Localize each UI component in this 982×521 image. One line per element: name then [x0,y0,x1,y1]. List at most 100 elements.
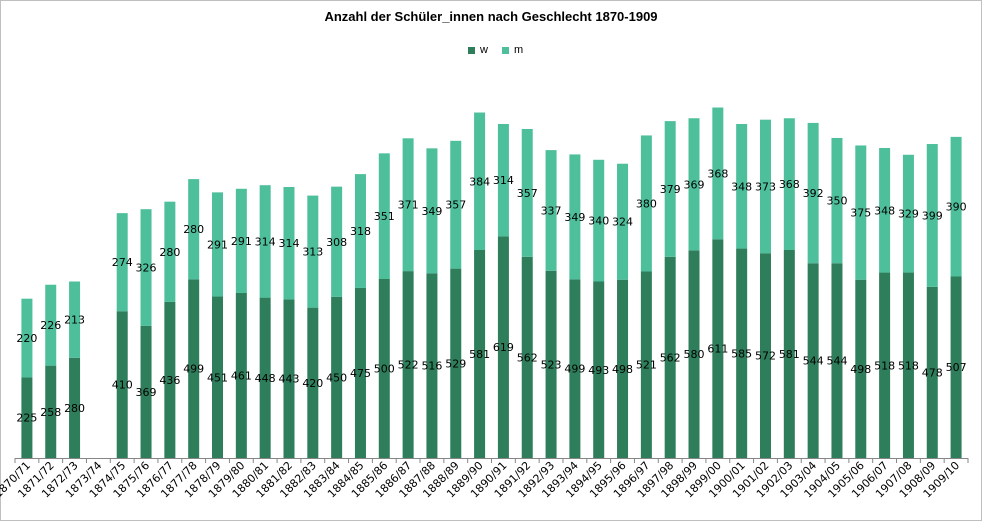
data-label-m-1906/07: 348 [874,204,895,217]
bar-m-1902/03 [783,118,795,251]
bar-m-1894/95 [593,159,605,282]
bar-w-1907/08 [902,272,914,458]
bar-m-1870/71 [21,298,33,378]
chart-title: Anzahl der Schüler_innen nach Geschlecht… [324,9,658,24]
legend-item-w: w [468,44,488,56]
data-label-w-1898/99: 580 [684,348,705,361]
bar-w-1900/01 [736,248,748,458]
bar-w-1882/83 [307,307,319,458]
bar-m-1885/86 [378,153,390,279]
bar-m-1895/96 [617,163,629,280]
data-label-m-1901/02: 373 [755,180,776,193]
data-label-m-1887/88: 349 [421,205,442,218]
data-label-w-1899/00: 611 [707,343,728,356]
bar-w-1893/94 [569,279,581,458]
bar-w-1878/79 [212,296,224,458]
data-label-w-1902/03: 581 [779,348,800,361]
bar-w-1885/86 [378,279,390,458]
data-label-m-1894/95: 340 [588,215,609,228]
bar-w-1903/04 [807,263,819,458]
data-label-m-1885/86: 351 [374,210,395,223]
data-label-m-1882/83: 313 [302,246,323,259]
data-label-m-1890/91: 314 [493,174,514,187]
bar-w-1871/72 [45,365,57,458]
bar-m-1909/10 [950,136,962,277]
legend-swatch-w [468,46,475,54]
bar-w-1887/88 [426,273,438,458]
bar-w-1906/07 [879,272,891,458]
data-label-w-1874/75: 410 [112,379,133,392]
data-label-m-1880/81: 314 [255,235,276,248]
bar-m-1906/07 [879,147,891,273]
data-label-m-1905/06: 375 [850,207,871,220]
data-label-m-1907/08: 329 [898,208,919,221]
data-label-w-1877/78: 499 [183,363,204,376]
bar-m-1877/78 [188,179,200,280]
bar-m-1908/09 [926,144,938,287]
data-label-m-1875/76: 326 [136,262,157,275]
data-label-m-1899/00: 368 [707,167,728,180]
bar-m-1883/84 [331,186,343,297]
bar-w-1872/73 [69,357,81,458]
data-label-w-1901/02: 572 [755,350,776,363]
data-label-w-1895/96: 498 [612,363,633,376]
data-label-m-1897/98: 379 [660,183,681,196]
data-label-w-1885/86: 500 [374,363,395,376]
bar-m-1880/81 [259,185,271,298]
data-label-w-1889/90: 581 [469,348,490,361]
bar-m-1891/92 [521,128,533,257]
bar-m-1903/04 [807,122,819,264]
legend-item-m: m [501,44,524,56]
data-label-m-1883/84: 308 [326,236,347,249]
legend-label-w: w [480,44,488,56]
bar-w-1892/93 [545,270,557,458]
data-label-w-1886/87: 522 [398,359,419,372]
data-label-w-1881/82: 443 [278,373,299,386]
bar-m-1889/90 [474,112,486,251]
data-label-m-1871/72: 226 [40,319,61,332]
bar-w-1899/00 [712,239,724,458]
data-label-m-1872/73: 213 [64,314,85,327]
data-label-m-1909/10: 390 [946,201,967,214]
bar-w-1883/84 [331,296,343,458]
bar-w-1901/02 [759,253,771,458]
data-label-m-1874/75: 274 [112,256,133,269]
bar-w-1877/78 [188,279,200,458]
bar-m-1888/89 [450,140,462,269]
bar-w-1896/97 [640,271,652,458]
bar-m-1907/08 [902,154,914,273]
bar-w-1880/81 [259,297,271,458]
bar-m-1876/77 [164,201,176,302]
data-label-m-1891/92: 357 [517,187,538,200]
bar-m-1871/72 [45,284,57,366]
bar-m-1890/91 [497,123,509,237]
data-label-w-1893/94: 499 [564,363,585,376]
data-label-w-1909/10: 507 [946,361,967,374]
bar-m-1887/88 [426,148,438,274]
legend-swatch-m [501,46,509,54]
bar-w-1905/06 [855,279,867,458]
bar-m-1898/99 [688,118,700,251]
data-label-w-1897/98: 562 [660,351,681,364]
bar-m-1884/85 [354,174,366,288]
legend-label-m: m [513,44,524,56]
data-label-w-1882/83: 420 [302,377,323,390]
bar-m-1886/87 [402,138,414,272]
bar-w-1897/98 [664,256,676,458]
bar-w-1881/82 [283,299,295,458]
data-label-w-1896/97: 521 [636,359,657,372]
data-label-w-1887/88: 516 [421,360,442,373]
data-label-w-1884/85: 475 [350,367,371,380]
bar-m-1882/83 [307,195,319,308]
data-label-m-1886/87: 371 [398,199,419,212]
bar-w-1874/75 [116,311,128,458]
data-label-w-1908/09: 478 [922,366,943,379]
data-label-m-1892/93: 337 [541,204,562,217]
data-label-w-1894/95: 493 [588,364,609,377]
data-label-m-1881/82: 314 [278,237,299,250]
bar-m-1872/73 [69,281,81,358]
data-label-m-1877/78: 280 [183,223,204,236]
bar-w-1904/05 [831,263,843,458]
bar-m-1897/98 [664,121,676,257]
data-label-m-1876/77: 280 [159,246,180,259]
